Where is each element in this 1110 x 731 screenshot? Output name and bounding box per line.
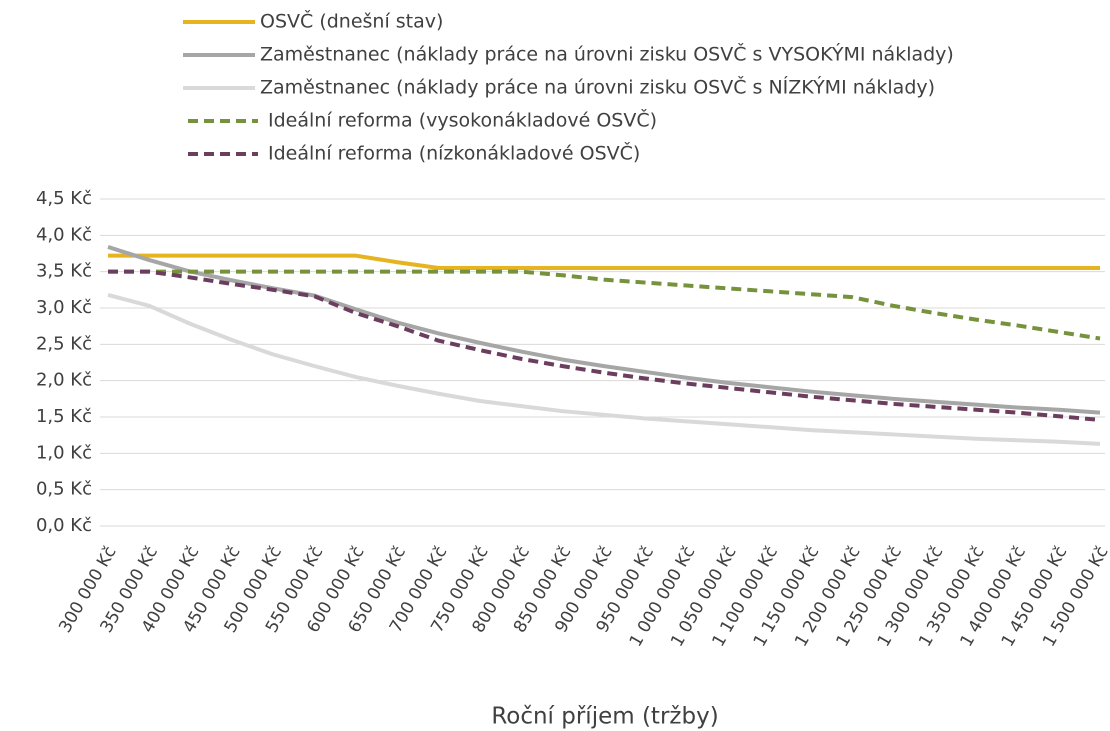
x-axis-label: Roční příjem (tržby) — [491, 704, 718, 730]
legend-label: Zaměstnanec (náklady práce na úrovni zis… — [260, 75, 935, 99]
y-tick-label: 3,0 Kč — [36, 297, 92, 318]
series-line — [108, 269, 1101, 341]
legend-label: Zaměstnanec (náklady práce na úrovni zis… — [260, 42, 954, 66]
y-tick-label: 4,5 Kč — [36, 188, 92, 209]
series-line — [108, 253, 1100, 271]
y-tick-label: 2,0 Kč — [36, 370, 92, 391]
legend-label: Ideální reforma (nízkonákladové OSVČ) — [268, 141, 640, 165]
y-tick-label: 1,5 Kč — [36, 406, 92, 427]
y-tick-label: 4,0 Kč — [36, 224, 92, 245]
y-tick-label: 1,0 Kč — [36, 442, 92, 463]
y-tick-label: 0,0 Kč — [36, 515, 92, 536]
y-tick-label: 2,5 Kč — [36, 333, 92, 354]
series-line — [108, 269, 1101, 422]
y-tick-label: 0,5 Kč — [36, 479, 92, 500]
legend-label: Ideální reforma (vysokonákladové OSVČ) — [268, 108, 657, 132]
y-tick-label: 3,5 Kč — [36, 261, 92, 282]
series-line — [107, 292, 1101, 446]
legend-label: OSVČ (dnešní stav) — [260, 9, 443, 33]
